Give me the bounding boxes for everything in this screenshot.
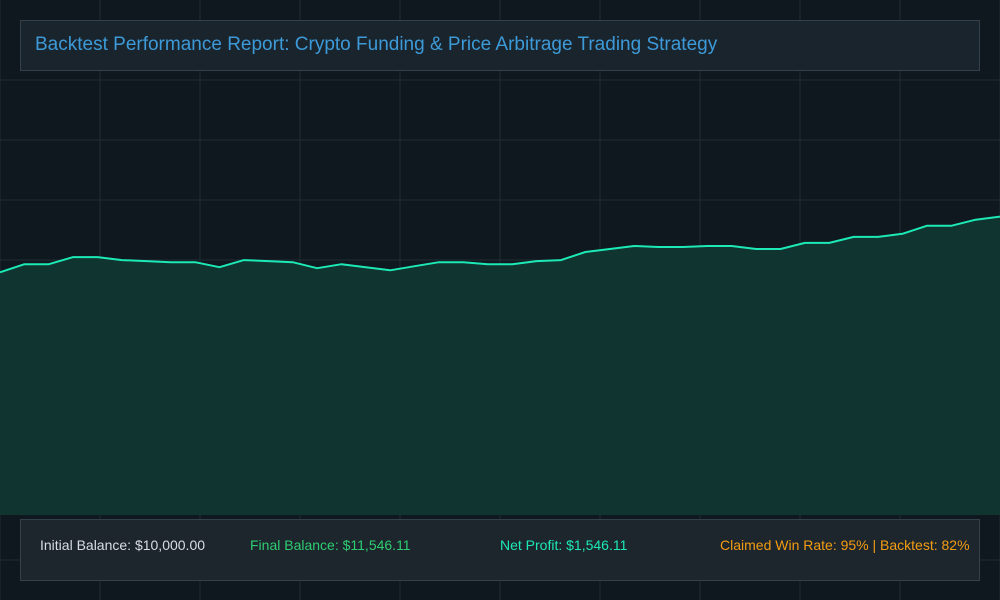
report-header: Backtest Performance Report: Crypto Fund… — [20, 20, 980, 71]
equity-line — [0, 215, 1000, 274]
equity-area-fill — [0, 216, 1000, 515]
final-balance-stat: Final Balance: $11,546.11 — [250, 537, 411, 553]
stats-footer: Initial Balance: $10,000.00 Final Balanc… — [20, 519, 980, 581]
initial-balance-stat: Initial Balance: $10,000.00 — [40, 537, 206, 553]
win-rate-stat: Claimed Win Rate: 95% | Backtest: 82% — [720, 537, 970, 553]
net-profit-stat: Net Profit: $1,546.11 — [500, 537, 628, 553]
page-title: Backtest Performance Report: Crypto Fund… — [35, 34, 718, 55]
chart-series-layer — [0, 215, 1000, 515]
